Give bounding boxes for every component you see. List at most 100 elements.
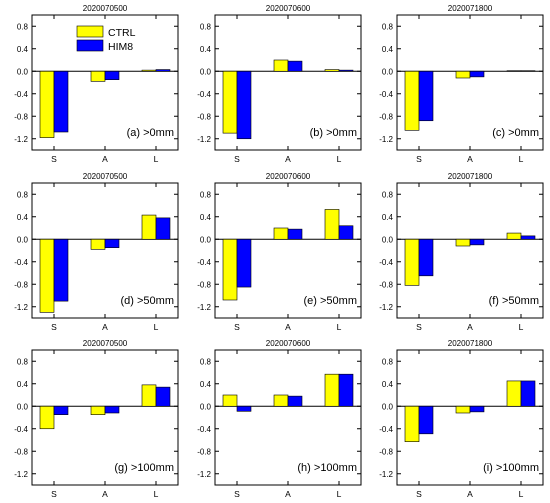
y-tick-label: 0.4 [17,45,29,54]
bar-him8-a [104,70,120,80]
x-tick-label: L [519,489,524,499]
y-tick-label: -1.2 [379,135,393,144]
y-tick-label: -0.4 [197,258,211,267]
x-tick-label: A [467,322,473,332]
y-tick-label: 0.0 [382,67,394,76]
x-tick-label: A [285,154,291,164]
bar-ctrl-a [273,59,289,72]
y-tick-label: 0.8 [382,190,394,199]
bar-him8-l [338,69,354,72]
x-tick-label: S [416,154,422,164]
y-tick-label: -0.8 [379,112,393,121]
x-tick-label: S [234,154,240,164]
bar-him8-a [287,395,303,407]
bar-him8-a [469,405,485,413]
panel-annotation: (a) >0mm [127,127,174,139]
x-tick-label: S [51,322,57,332]
bar-ctrl-s [404,70,420,131]
x-tick-label: A [102,322,108,332]
chart-panel-i: 2020071800 0.8 0.4 0.0 -0.4 -0.8 -1.2 S A L (i) >1… [379,339,544,499]
x-tick-label: L [154,489,159,499]
panel-annotation: (i) >100mm [483,462,539,474]
panel-annotation: (h) >100mm [297,462,357,474]
y-tick-label: -0.4 [197,425,211,434]
y-tick-label: 0.8 [17,22,29,31]
bar-ctrl-s [222,238,238,301]
chart-panel-a: 2020070500 0.8 0.4 0.0 -0.4 -0.8 -1.2 S A L (a) >0… [14,4,179,164]
x-tick-label: A [285,489,291,499]
y-tick-label: -1.2 [14,303,28,312]
x-tick-label: L [519,322,524,332]
y-tick-label: -0.4 [14,425,28,434]
y-tick-label: -0.4 [14,258,28,267]
bar-ctrl-a [455,238,471,247]
panel-title: 2020070600 [266,339,311,348]
bar-him8-s [236,238,252,288]
bar-ctrl-l [141,69,157,72]
bar-him8-s [53,70,69,133]
x-tick-label: S [51,154,57,164]
y-tick-label: -0.8 [197,280,211,289]
bar-ctrl-s [39,238,55,313]
y-tick-label: -0.8 [14,280,28,289]
legend-swatch-ctrl [76,25,104,38]
panel-title: 2020070500 [83,339,128,348]
x-tick-label: A [467,489,473,499]
y-tick-label: -1.2 [197,303,211,312]
y-tick-label: -1.2 [197,470,211,479]
y-tick-label: -0.8 [379,447,393,456]
panel-title: 2020070600 [266,172,311,181]
y-tick-label: -0.4 [379,425,393,434]
bar-ctrl-a [273,394,289,407]
y-tick-label: 0.0 [17,402,29,411]
bar-ctrl-a [90,405,106,415]
legend: CTRL HIM8 [76,25,136,53]
y-tick-label: -0.8 [14,112,28,121]
y-tick-label: -0.4 [379,258,393,267]
chart-panel-g: 2020070500 0.8 0.4 0.0 -0.4 -0.8 -1.2 S A L (g) >1… [14,339,179,499]
y-tick-label: 0.8 [200,22,212,31]
y-tick-label: 0.4 [382,380,394,389]
bar-him8-s [418,238,434,277]
legend-label-him8: HIM8 [108,41,133,53]
y-tick-label: -0.8 [197,447,211,456]
bar-ctrl-l [141,214,157,240]
x-tick-label: L [154,322,159,332]
bar-ctrl-a [273,227,289,240]
bar-ctrl-l [141,384,157,407]
y-tick-label: 0.0 [382,402,394,411]
panel-annotation: (c) >0mm [492,127,539,139]
bar-ctrl-l [324,69,340,72]
bar-him8-s [236,405,252,412]
bar-ctrl-s [39,405,55,430]
bar-him8-s [53,405,69,415]
bar-ctrl-s [404,405,420,442]
y-tick-label: -1.2 [379,470,393,479]
bar-him8-s [418,70,434,122]
bar-him8-l [338,373,354,407]
panel-title: 2020071800 [448,172,493,181]
x-tick-label: L [337,322,342,332]
panel-title: 2020070500 [83,172,128,181]
x-tick-label: S [51,489,57,499]
y-tick-label: -0.4 [14,90,28,99]
bar-him8-l [520,235,536,240]
bar-him8-s [418,405,434,435]
y-tick-label: 0.4 [200,213,212,222]
x-tick-label: A [102,489,108,499]
y-tick-label: -0.8 [197,112,211,121]
y-tick-label: 0.8 [200,357,212,366]
panel-annotation: (b) >0mm [310,127,357,139]
bar-ctrl-s [39,70,55,138]
y-tick-label: -0.4 [379,90,393,99]
bar-him8-a [104,405,120,414]
x-tick-label: A [285,322,291,332]
x-tick-label: S [234,322,240,332]
bar-him8-l [520,70,536,72]
bar-him8-s [53,238,69,302]
y-tick-label: 0.4 [200,380,212,389]
y-tick-label: -1.2 [197,135,211,144]
bar-him8-l [338,225,354,240]
x-tick-label: A [467,154,473,164]
